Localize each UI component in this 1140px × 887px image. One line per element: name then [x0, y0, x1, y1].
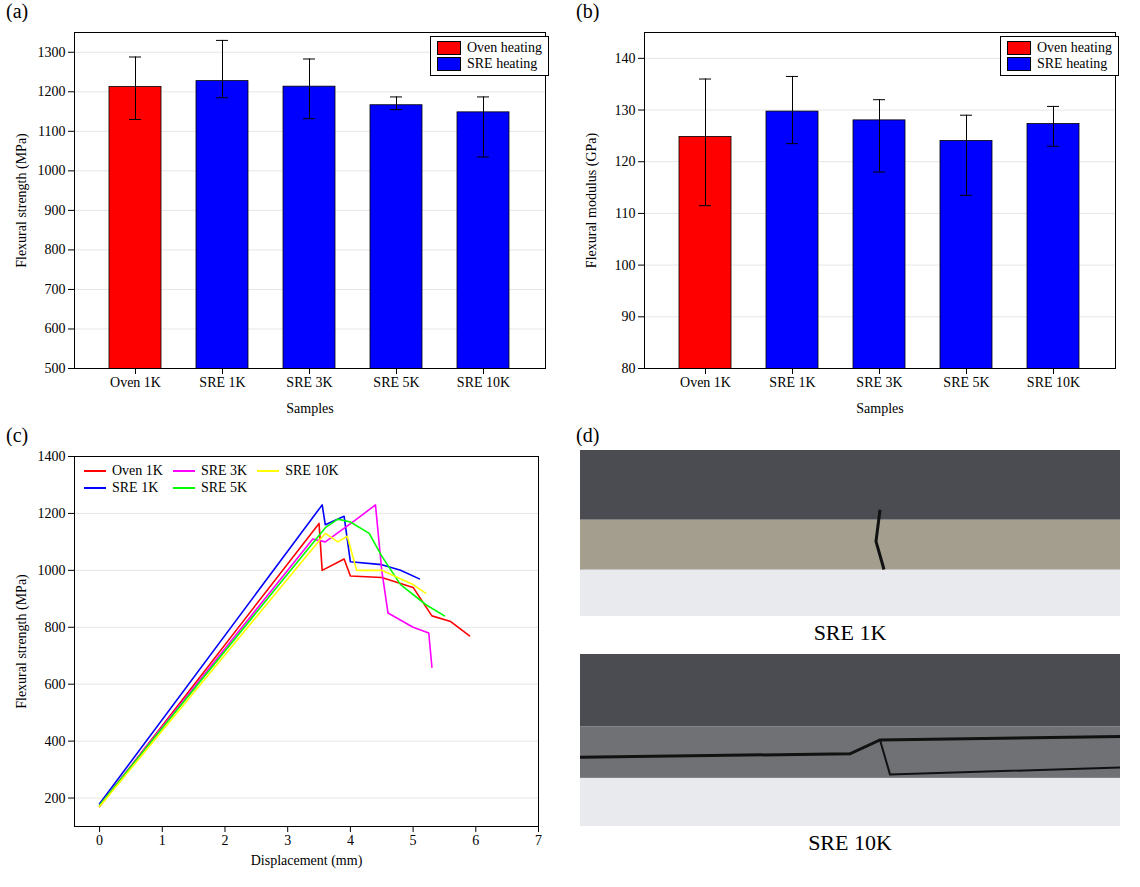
svg-text:SRE 1K: SRE 1K: [199, 375, 245, 390]
svg-text:SRE 10K: SRE 10K: [457, 375, 510, 390]
svg-text:SRE 3K: SRE 3K: [286, 375, 332, 390]
svg-text:2: 2: [221, 833, 228, 848]
svg-text:0: 0: [96, 833, 103, 848]
svg-text:500: 500: [45, 361, 66, 376]
svg-text:SRE 5K: SRE 5K: [943, 375, 989, 390]
svg-text:Oven 1K: Oven 1K: [680, 375, 731, 390]
svg-text:1000: 1000: [38, 163, 66, 178]
svg-text:3: 3: [284, 833, 291, 848]
html-text:Oven 1K: Oven 1K: [112, 462, 163, 478]
svg-text:Flexural strength (MPa): Flexural strength (MPa): [14, 574, 30, 709]
html-text:SRE heating: SRE heating: [467, 56, 538, 71]
svg-text:1300: 1300: [38, 45, 66, 60]
svg-text:600: 600: [45, 677, 66, 692]
svg-text:130: 130: [615, 103, 636, 118]
svg-text:1100: 1100: [38, 124, 65, 139]
svg-text:SRE 1K: SRE 1K: [814, 620, 887, 645]
svg-text:SRE 3K: SRE 3K: [856, 375, 902, 390]
svg-text:Displacement (mm): Displacement (mm): [251, 853, 363, 869]
svg-text:1200: 1200: [38, 84, 66, 99]
svg-text:4: 4: [347, 833, 354, 848]
html-text:SRE 5K: SRE 5K: [200, 479, 248, 495]
svg-text:900: 900: [45, 203, 66, 218]
svg-text:Samples: Samples: [286, 401, 333, 416]
svg-text:90: 90: [622, 309, 636, 324]
svg-text:1000: 1000: [38, 563, 66, 578]
svg-text:200: 200: [45, 791, 66, 806]
svg-text:SRE 10K: SRE 10K: [1027, 375, 1080, 390]
svg-text:SRE 1K: SRE 1K: [769, 375, 815, 390]
html-text:(d): (d): [576, 424, 600, 446]
svg-text:1200: 1200: [38, 506, 66, 521]
svg-text:600: 600: [45, 321, 66, 336]
svg-text:80: 80: [622, 361, 636, 376]
svg-text:100: 100: [615, 258, 636, 273]
svg-text:SRE 5K: SRE 5K: [373, 375, 419, 390]
svg-text:400: 400: [45, 734, 66, 749]
svg-text:Flexural strength (MPa): Flexural strength (MPa): [14, 133, 30, 268]
html-text:SRE 3K: SRE 3K: [200, 462, 248, 478]
svg-text:140: 140: [615, 51, 636, 66]
svg-text:SRE 10K: SRE 10K: [808, 830, 892, 855]
html-text:(b): (b): [576, 0, 600, 22]
html-text:(c): (c): [6, 424, 29, 446]
svg-text:120: 120: [615, 154, 636, 169]
svg-text:1400: 1400: [38, 449, 66, 464]
svg-text:700: 700: [45, 282, 66, 297]
svg-text:800: 800: [45, 242, 66, 257]
svg-text:1: 1: [159, 833, 166, 848]
svg-text:Samples: Samples: [856, 401, 903, 416]
svg-text:Flexural modulus (GPa): Flexural modulus (GPa): [584, 133, 600, 269]
svg-text:5: 5: [410, 833, 417, 848]
svg-text:Oven 1K: Oven 1K: [110, 375, 161, 390]
html-text:SRE 1K: SRE 1K: [112, 479, 159, 495]
svg-text:6: 6: [472, 833, 479, 848]
html-text:SRE heating: SRE heating: [1037, 56, 1108, 71]
html-text:SRE 10K: SRE 10K: [285, 462, 339, 478]
svg-text:800: 800: [45, 620, 66, 635]
html-text:Oven heating: Oven heating: [467, 40, 542, 55]
html-text:(a): (a): [6, 0, 29, 22]
svg-text:7: 7: [535, 833, 542, 848]
html-text:Oven heating: Oven heating: [1037, 40, 1112, 55]
svg-text:110: 110: [615, 206, 635, 221]
